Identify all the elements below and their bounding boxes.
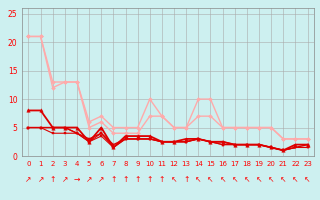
- Text: ↗: ↗: [86, 175, 92, 184]
- Text: ↖: ↖: [256, 175, 262, 184]
- Text: ↗: ↗: [62, 175, 68, 184]
- Text: ↑: ↑: [110, 175, 116, 184]
- Text: ↖: ↖: [232, 175, 238, 184]
- Text: ↖: ↖: [220, 175, 226, 184]
- Text: ↑: ↑: [159, 175, 165, 184]
- Text: ↖: ↖: [207, 175, 214, 184]
- Text: ↑: ↑: [122, 175, 129, 184]
- Text: ↑: ↑: [147, 175, 153, 184]
- Text: ↗: ↗: [37, 175, 44, 184]
- Text: ↑: ↑: [183, 175, 189, 184]
- Text: ↖: ↖: [280, 175, 286, 184]
- Text: ↖: ↖: [171, 175, 177, 184]
- Text: →: →: [74, 175, 80, 184]
- Text: ↗: ↗: [98, 175, 104, 184]
- Text: ↖: ↖: [268, 175, 274, 184]
- Text: ↑: ↑: [50, 175, 56, 184]
- Text: ↖: ↖: [304, 175, 311, 184]
- Text: ↗: ↗: [25, 175, 32, 184]
- Text: ↖: ↖: [292, 175, 299, 184]
- Text: ↖: ↖: [195, 175, 202, 184]
- Text: ↑: ↑: [134, 175, 141, 184]
- Text: ↖: ↖: [244, 175, 250, 184]
